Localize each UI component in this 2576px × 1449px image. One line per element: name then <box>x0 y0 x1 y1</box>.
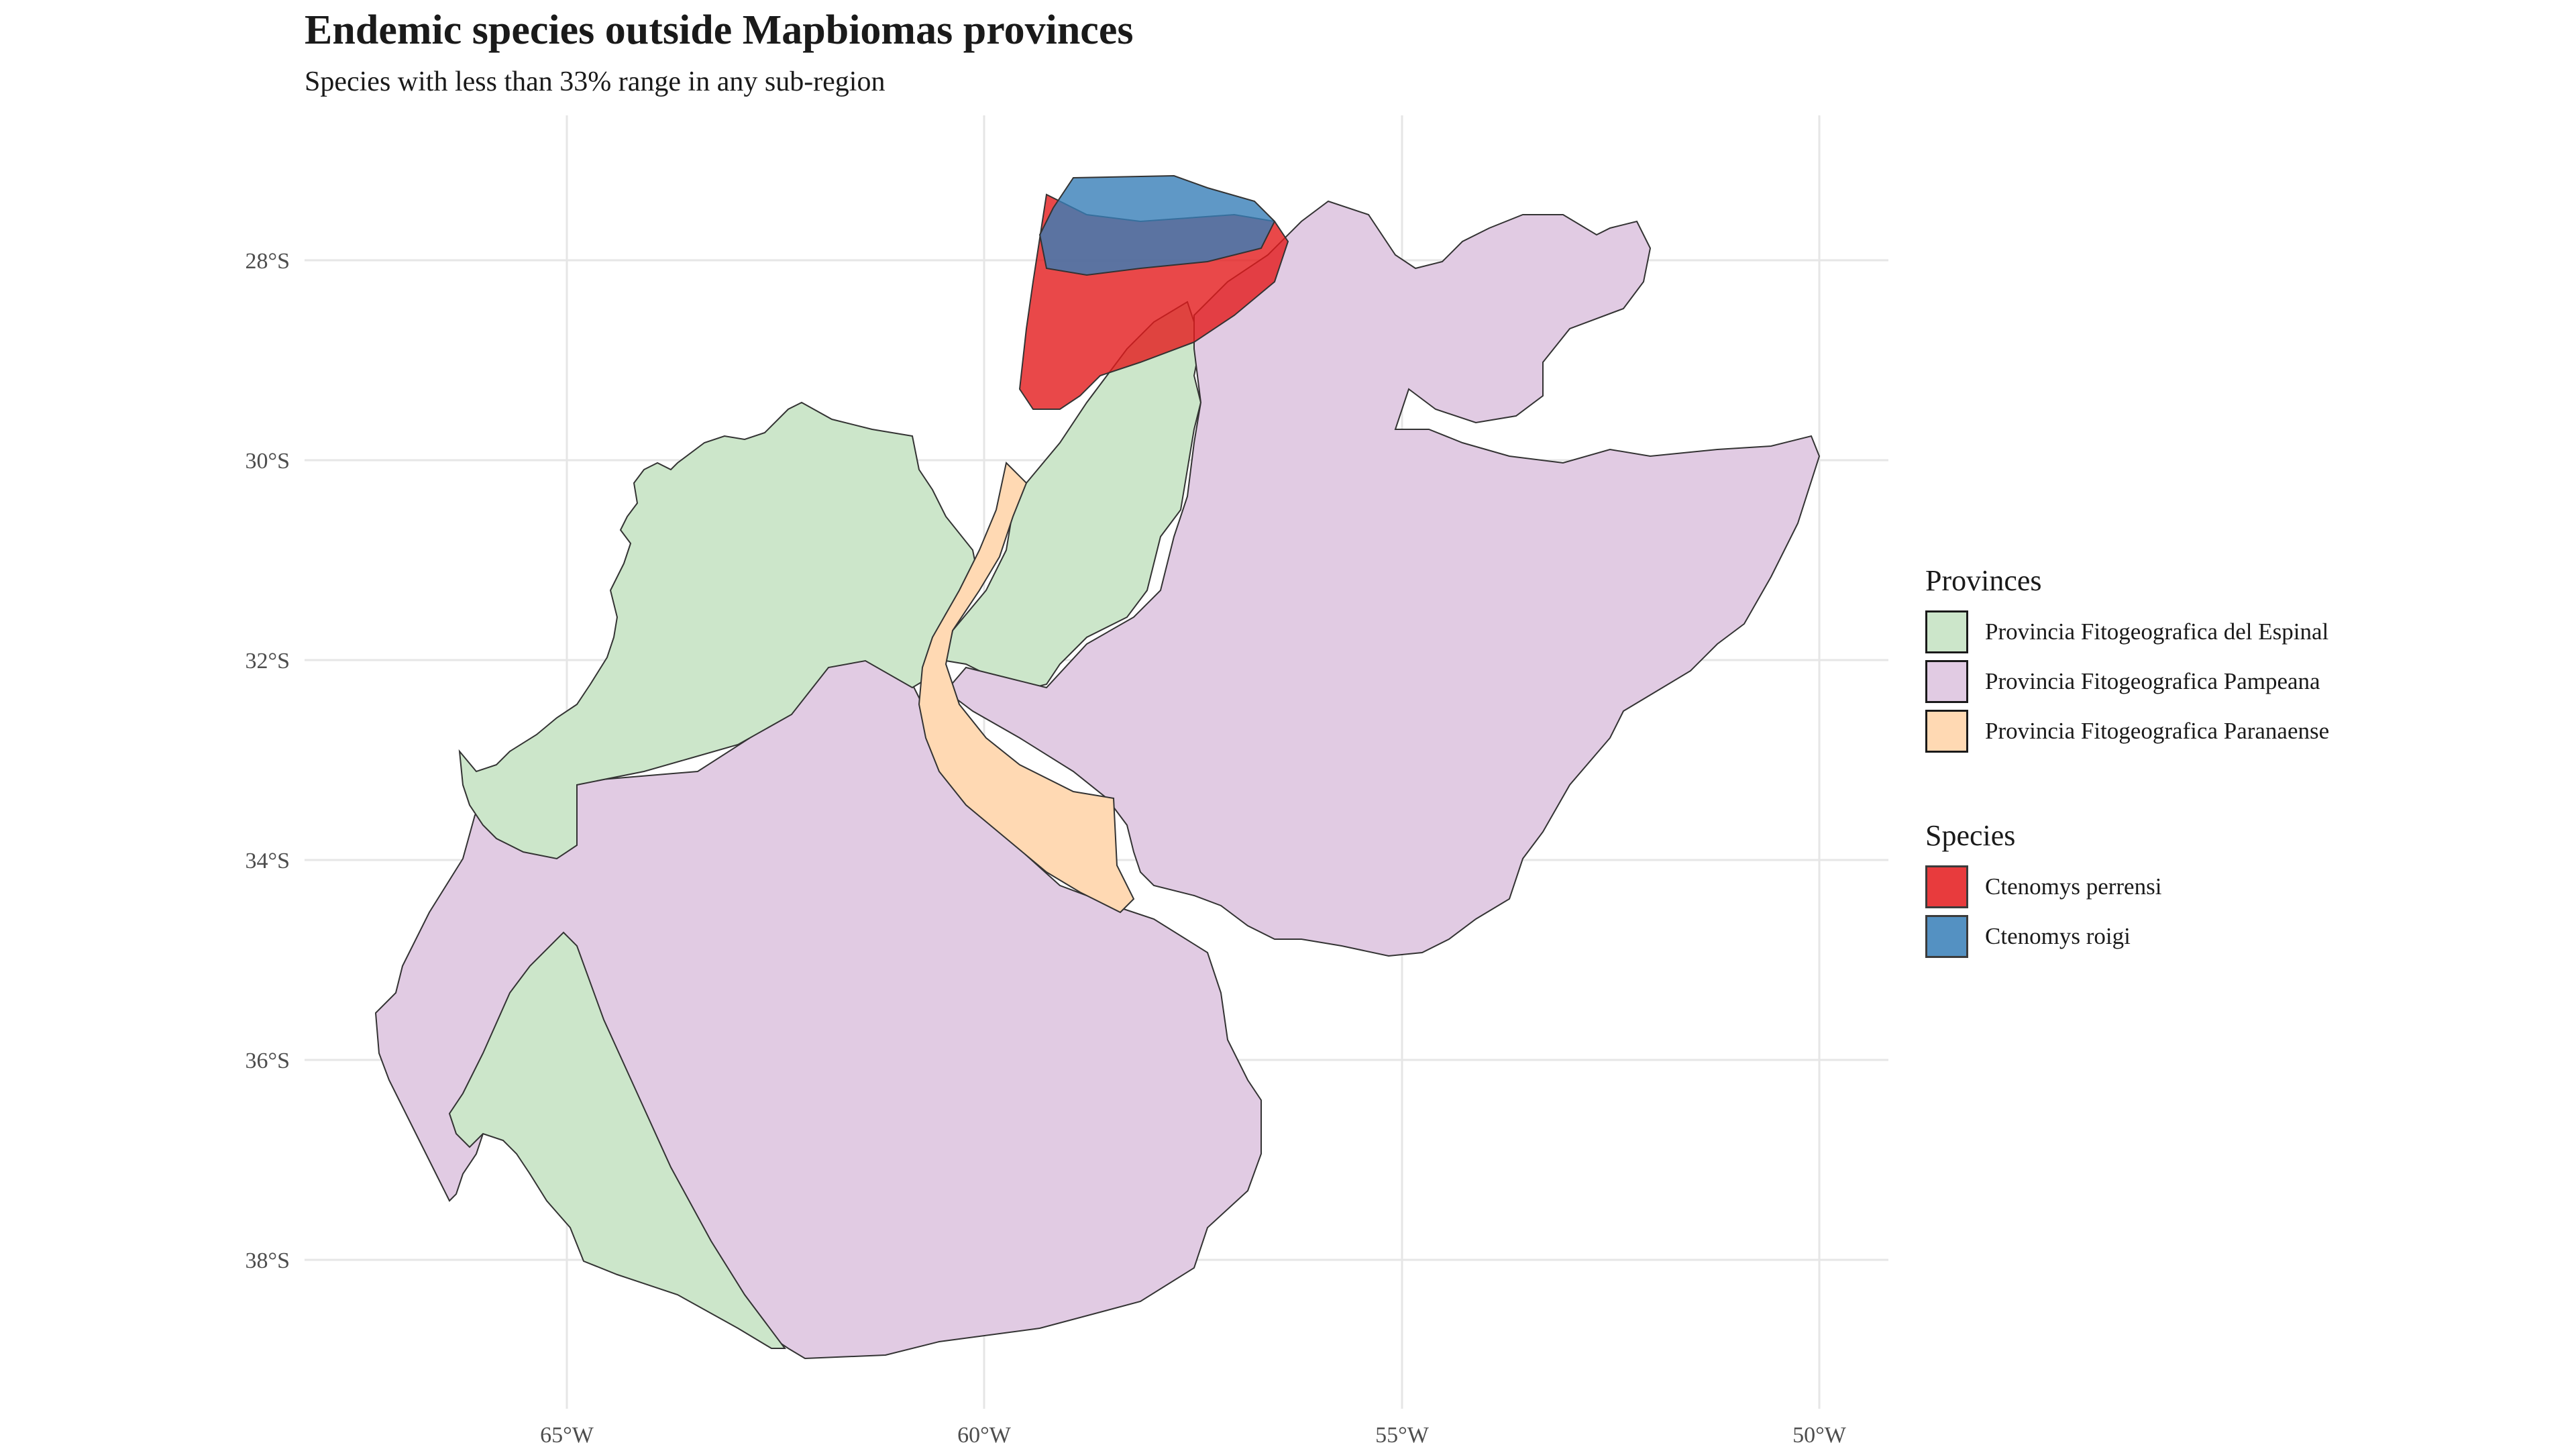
legend-label: Provincia Fitogeografica Paranaense <box>1985 718 2330 744</box>
legend-label: Ctenomys perrensi <box>1985 873 2162 900</box>
legend-item-paranaense: Provincia Fitogeografica Paranaense <box>1925 706 2329 756</box>
legend-species-title: Species <box>1925 819 2016 852</box>
legend-swatch-pampeana <box>1925 660 1968 703</box>
legend-item-perrensi: Ctenomys perrensi <box>1925 862 2161 912</box>
x-tick-label: 55°W <box>1375 1423 1430 1448</box>
legend-provinces: Provinces Provincia Fitogeografica del E… <box>1925 564 2329 756</box>
province-paranaense <box>918 461 1135 914</box>
map-title: Endemic species outside Mapbiomas provin… <box>305 7 1134 53</box>
legend-label: Ctenomys roigi <box>1985 923 2131 949</box>
y-tick-label: 38°S <box>245 1248 290 1273</box>
province-espinal-south <box>448 931 786 1349</box>
species-range-ctenomys-roigi <box>1038 174 1276 276</box>
y-tick-label: 28°S <box>245 249 290 274</box>
x-tick-label: 60°W <box>957 1423 1012 1448</box>
legend-swatch-paranaense <box>1925 710 1968 753</box>
legend-provinces-title: Provinces <box>1925 564 2042 597</box>
legend-swatch-espinal <box>1925 610 1968 653</box>
y-tick-label: 36°S <box>245 1049 290 1073</box>
legend-item-roigi: Ctenomys roigi <box>1925 912 2161 961</box>
legend-item-espinal: Provincia Fitogeografica del Espinal <box>1925 607 2329 657</box>
legend-label: Provincia Fitogeografica del Espinal <box>1985 619 2329 645</box>
x-tick-label: 65°W <box>540 1423 594 1448</box>
province-pampeana-northeast <box>945 200 1821 957</box>
map-subtitle: Species with less than 33% range in any … <box>305 66 885 97</box>
legend-species: Species Ctenomys perrensi Ctenomys roigi <box>1925 818 2161 961</box>
map-panel: 28°S 30°S 32°S 34°S 36°S 38°S 65°W 60°W … <box>245 115 1888 1448</box>
legend-item-pampeana: Provincia Fitogeografica Pampeana <box>1925 657 2329 706</box>
y-tick-label: 34°S <box>245 849 290 873</box>
legend-swatch-perrensi <box>1925 865 1968 908</box>
x-tick-label: 50°W <box>1792 1423 1847 1448</box>
y-tick-label: 30°S <box>245 449 290 474</box>
legend-label: Provincia Fitogeografica Pampeana <box>1985 668 2320 694</box>
legend-swatch-roigi <box>1925 915 1968 958</box>
y-tick-label: 32°S <box>245 649 290 674</box>
